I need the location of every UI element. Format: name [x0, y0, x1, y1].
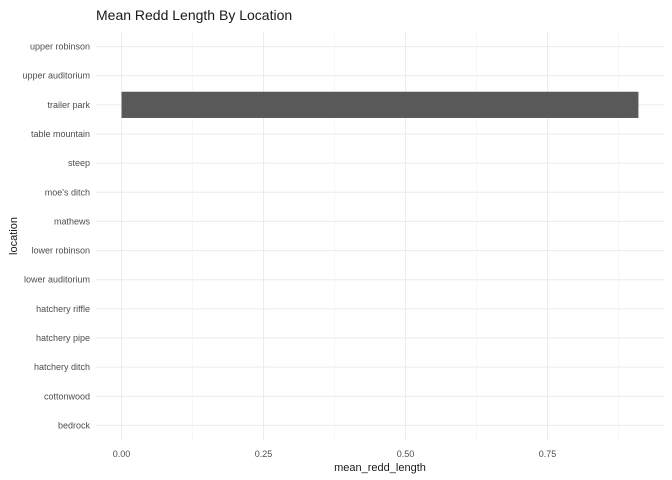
y-tick-label: cottonwood	[44, 391, 90, 401]
y-tick-label: trailer park	[47, 100, 90, 110]
y-tick-label: bedrock	[58, 420, 91, 430]
x-axis-title: mean_redd_length	[334, 462, 426, 474]
chart-title: Mean Redd Length By Location	[96, 7, 292, 23]
x-tick-labels: 0.00 0.25 0.50 0.75	[113, 449, 557, 459]
y-tick-label: steep	[68, 158, 90, 168]
x-tick-label: 0.00	[113, 449, 131, 459]
y-tick-label: hatchery ditch	[34, 362, 90, 372]
y-tick-label: moe's ditch	[45, 187, 90, 197]
bar	[121, 91, 639, 118]
x-tick-label: 0.25	[255, 449, 273, 459]
y-tick-label: table mountain	[31, 129, 90, 139]
y-tick-label: lower auditorium	[24, 275, 90, 285]
x-tick-label: 0.50	[397, 449, 415, 459]
bars	[121, 91, 639, 118]
y-tick-label: upper robinson	[30, 42, 90, 52]
y-tick-labels: bedrock cottonwood hatchery ditch hatchery …	[22, 42, 90, 431]
y-tick-label: lower robinson	[31, 246, 90, 256]
y-tick-label: hatchery riffle	[36, 304, 90, 314]
y-tick-label: mathews	[54, 216, 91, 226]
y-tick-label: upper auditorium	[22, 71, 90, 81]
x-tick-label: 0.75	[539, 449, 557, 459]
y-axis-title: location	[8, 217, 20, 255]
y-tick-label: hatchery pipe	[36, 333, 90, 343]
